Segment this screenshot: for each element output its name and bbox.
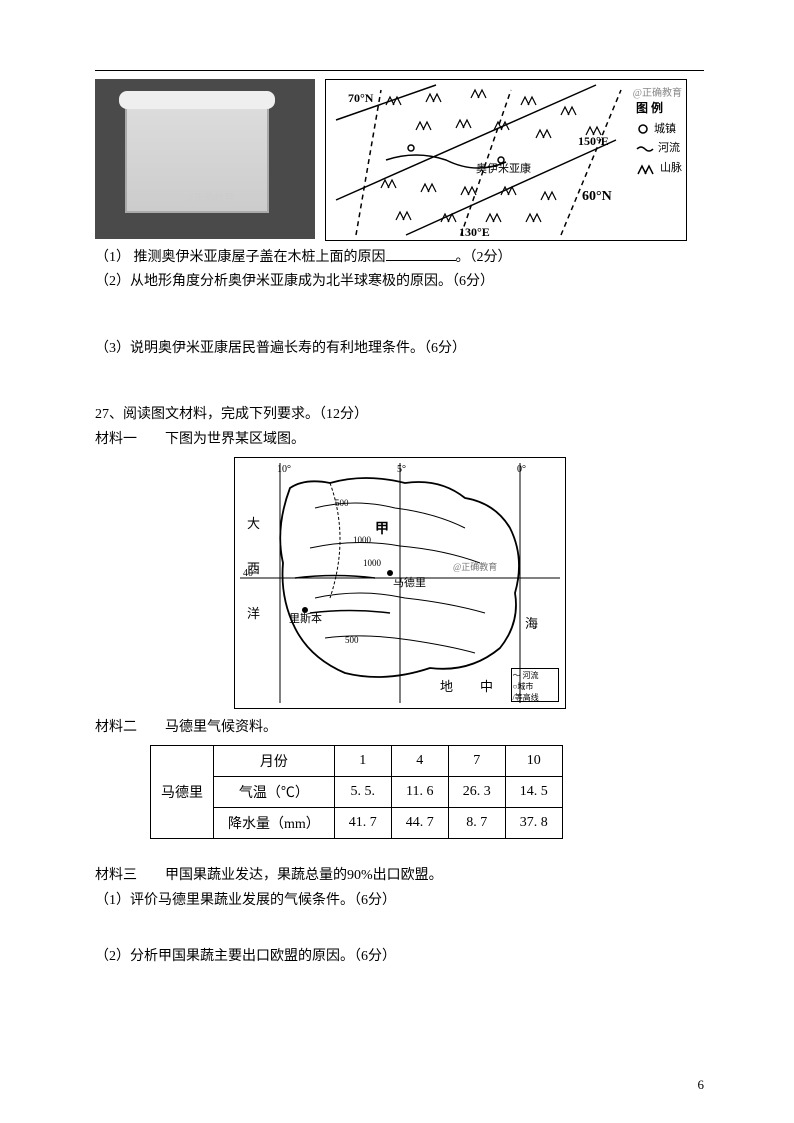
q27-mat1: 材料一 下图为世界某区域图。: [95, 429, 704, 451]
figure-row-1: @正确教育 @正确教育: [95, 79, 704, 241]
top-rule: [95, 70, 704, 71]
label-60n: 60°N: [582, 189, 612, 204]
q27-intro: 27、阅读图文材料，完成下列要求。（12分）: [95, 404, 704, 426]
label-70n: 70°N: [348, 91, 374, 105]
svg-text:10°: 10°: [277, 464, 291, 475]
svg-text:500: 500: [335, 498, 349, 508]
label-130e: 130°E: [459, 225, 490, 239]
table-row: 马德里 月份 1 4 7 10: [151, 746, 563, 777]
q27-mat3: 材料三 甲国果蔬业发达，果蔬总量的90%出口欧盟。: [95, 865, 704, 887]
svg-text:5°: 5°: [397, 464, 406, 475]
svg-text:1000: 1000: [353, 535, 372, 545]
q27-sub2: （2）分析甲国果蔬主要出口欧盟的原因。（6分）: [95, 946, 704, 968]
photo-frozen-house: @正确教育: [95, 79, 315, 239]
svg-text:西: 西: [247, 561, 260, 576]
svg-text:里斯本: 里斯本: [289, 611, 322, 625]
svg-text:中: 中: [480, 679, 493, 694]
map-oymyakon: @正确教育: [325, 79, 687, 241]
svg-text:地: 地: [440, 679, 453, 694]
m4: 4: [391, 746, 448, 777]
m10: 10: [505, 746, 562, 777]
table-rowhead: 马德里: [151, 746, 214, 839]
label-city: 奥伊米亚康: [476, 161, 531, 175]
svg-text:甲: 甲: [375, 521, 389, 537]
page: @正确教育 @正确教育: [0, 0, 794, 1123]
col-precip: 降水量（mm）: [214, 808, 335, 839]
legend-title: 图 例: [636, 98, 682, 120]
climate-table: 马德里 月份 1 4 7 10 气温（℃） 5. 5. 11. 6 26. 3 …: [150, 745, 563, 839]
label-150e: 150°E: [578, 134, 609, 148]
col-month: 月份: [214, 746, 335, 777]
q1-part1: （1） 推测奥伊米亚康屋子盖在木桩上面的原因。（2分）: [95, 247, 704, 269]
watermark-photo: @正确教育: [185, 189, 234, 204]
svg-text:@正确教育: @正确教育: [453, 561, 497, 572]
page-number: 6: [698, 1077, 705, 1093]
svg-text:500: 500: [345, 635, 359, 645]
svg-text:洋: 洋: [247, 606, 260, 621]
map-svg: 70°N 130°E 150°E 60°N 奥伊米亚康: [326, 80, 686, 240]
q27-sub1: （1）评价马德里果蔬业发展的气候条件。（6分）: [95, 890, 704, 912]
svg-text:0°: 0°: [517, 464, 526, 475]
svg-text:海: 海: [525, 616, 538, 631]
col-temp: 气温（℃）: [214, 777, 335, 808]
legend-mountain: 山脉: [636, 159, 682, 179]
map-legend: 图 例 城镇 河流 山脉: [636, 98, 682, 179]
q27-mat2: 材料二 马德里气候资料。: [95, 717, 704, 739]
svg-text:1000: 1000: [363, 558, 382, 568]
svg-text:大: 大: [247, 516, 260, 531]
q1-part3: （3）说明奥伊米亚康居民普遍长寿的有利地理条件。（6分）: [95, 338, 704, 360]
blank-line: [386, 260, 456, 261]
map-iberia-legend: ～ 河流 ○城市 /等高线: [511, 668, 559, 702]
m7: 7: [448, 746, 505, 777]
m1: 1: [334, 746, 391, 777]
map-iberia: 10° 5° 0° 40° 大 西 洋 地 中 海 甲 马德里 里斯本 500 …: [234, 457, 566, 709]
legend-river: 河流: [636, 139, 682, 159]
legend-town: 城镇: [636, 120, 682, 140]
svg-text:马德里: 马德里: [393, 575, 426, 589]
q1-part2: （2）从地形角度分析奥伊米亚康成为北半球寒极的原因。（6分）: [95, 271, 704, 293]
